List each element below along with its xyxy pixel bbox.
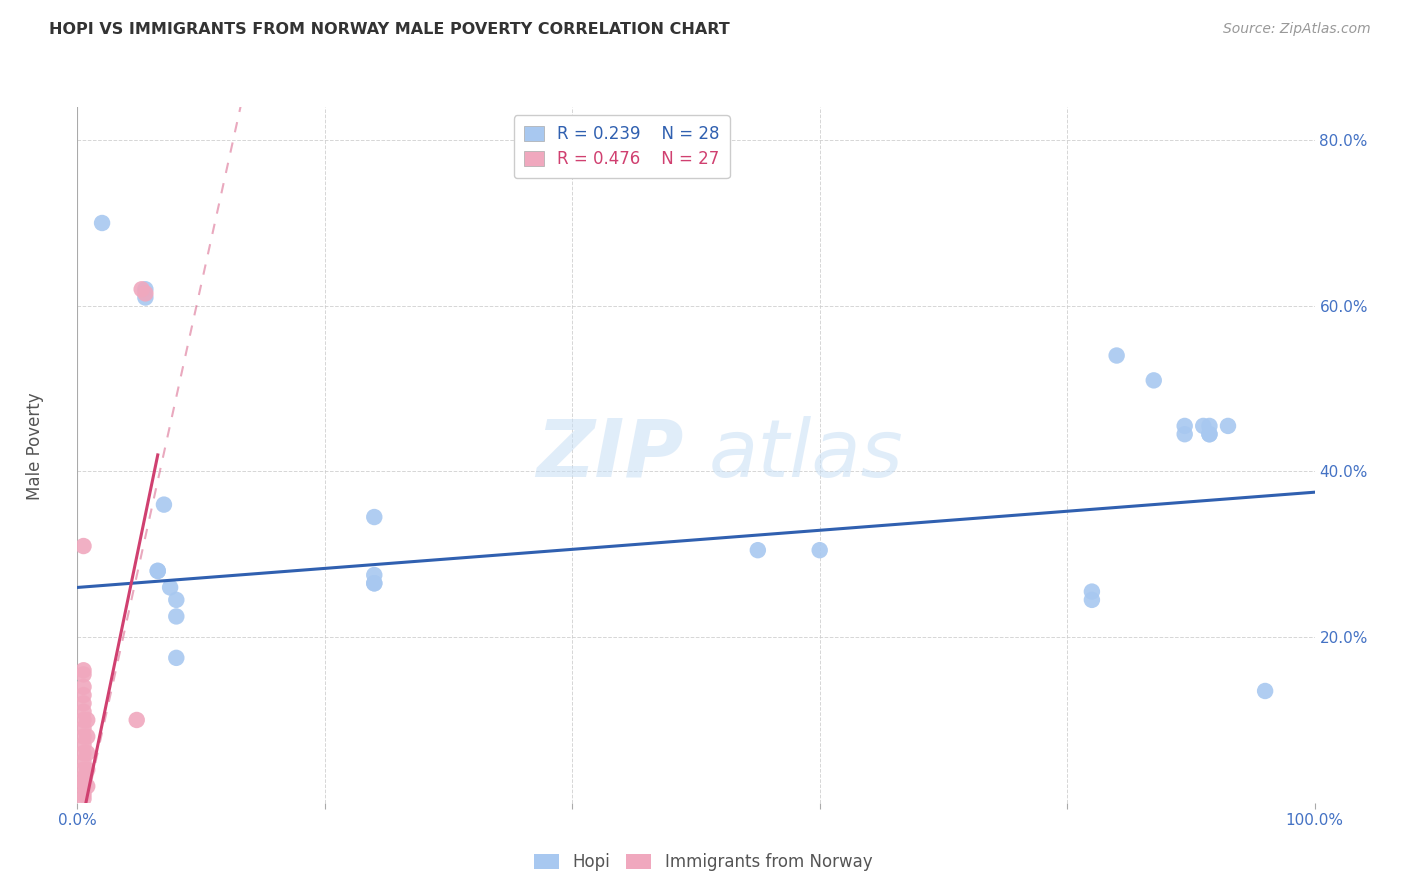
Point: [125, 713, 148, 727]
Point: [1198, 419, 1220, 434]
Point: [72, 771, 94, 785]
Point: [808, 543, 831, 558]
Point: [72, 721, 94, 735]
Point: [131, 282, 153, 296]
Point: [165, 651, 187, 665]
Point: [165, 592, 187, 607]
Point: [72, 680, 94, 694]
Point: [153, 498, 176, 512]
Point: [134, 282, 156, 296]
Point: [1198, 427, 1220, 442]
Legend: R = 0.239    N = 28, R = 0.476    N = 27: R = 0.239 N = 28, R = 0.476 N = 27: [513, 115, 730, 178]
Text: Male Poverty: Male Poverty: [27, 392, 44, 500]
Point: [1174, 427, 1197, 442]
Point: [159, 581, 181, 595]
Text: ZIP: ZIP: [536, 416, 683, 494]
Point: [134, 291, 156, 305]
Point: [72, 539, 94, 553]
Point: [72, 779, 94, 793]
Point: [1192, 419, 1215, 434]
Point: [72, 738, 94, 752]
Point: [76, 730, 98, 744]
Point: [72, 713, 94, 727]
Point: [165, 609, 187, 624]
Point: [72, 705, 94, 719]
Point: [76, 779, 98, 793]
Point: [747, 543, 769, 558]
Point: [72, 791, 94, 805]
Point: [1081, 584, 1104, 599]
Point: [76, 746, 98, 760]
Point: [363, 576, 385, 591]
Point: [72, 746, 94, 760]
Point: [134, 286, 156, 301]
Point: [1254, 684, 1277, 698]
Point: [1143, 373, 1166, 387]
Point: [72, 688, 94, 702]
Point: [1174, 419, 1197, 434]
Point: [363, 576, 385, 591]
Point: [72, 763, 94, 777]
Point: [72, 755, 94, 769]
Point: [72, 667, 94, 681]
Point: [1198, 427, 1220, 442]
Point: [72, 697, 94, 711]
Text: HOPI VS IMMIGRANTS FROM NORWAY MALE POVERTY CORRELATION CHART: HOPI VS IMMIGRANTS FROM NORWAY MALE POVE…: [49, 22, 730, 37]
Point: [363, 568, 385, 582]
Point: [146, 564, 169, 578]
Point: [72, 663, 94, 677]
Point: [72, 730, 94, 744]
Legend: Hopi, Immigrants from Norway: Hopi, Immigrants from Norway: [526, 845, 880, 880]
Point: [72, 788, 94, 802]
Text: atlas: atlas: [709, 416, 903, 494]
Point: [146, 564, 169, 578]
Point: [1105, 349, 1128, 363]
Point: [1216, 419, 1239, 434]
Point: [1081, 592, 1104, 607]
Text: Source: ZipAtlas.com: Source: ZipAtlas.com: [1223, 22, 1371, 37]
Point: [72, 775, 94, 789]
Point: [76, 763, 98, 777]
Point: [76, 713, 98, 727]
Point: [363, 510, 385, 524]
Point: [91, 216, 114, 230]
